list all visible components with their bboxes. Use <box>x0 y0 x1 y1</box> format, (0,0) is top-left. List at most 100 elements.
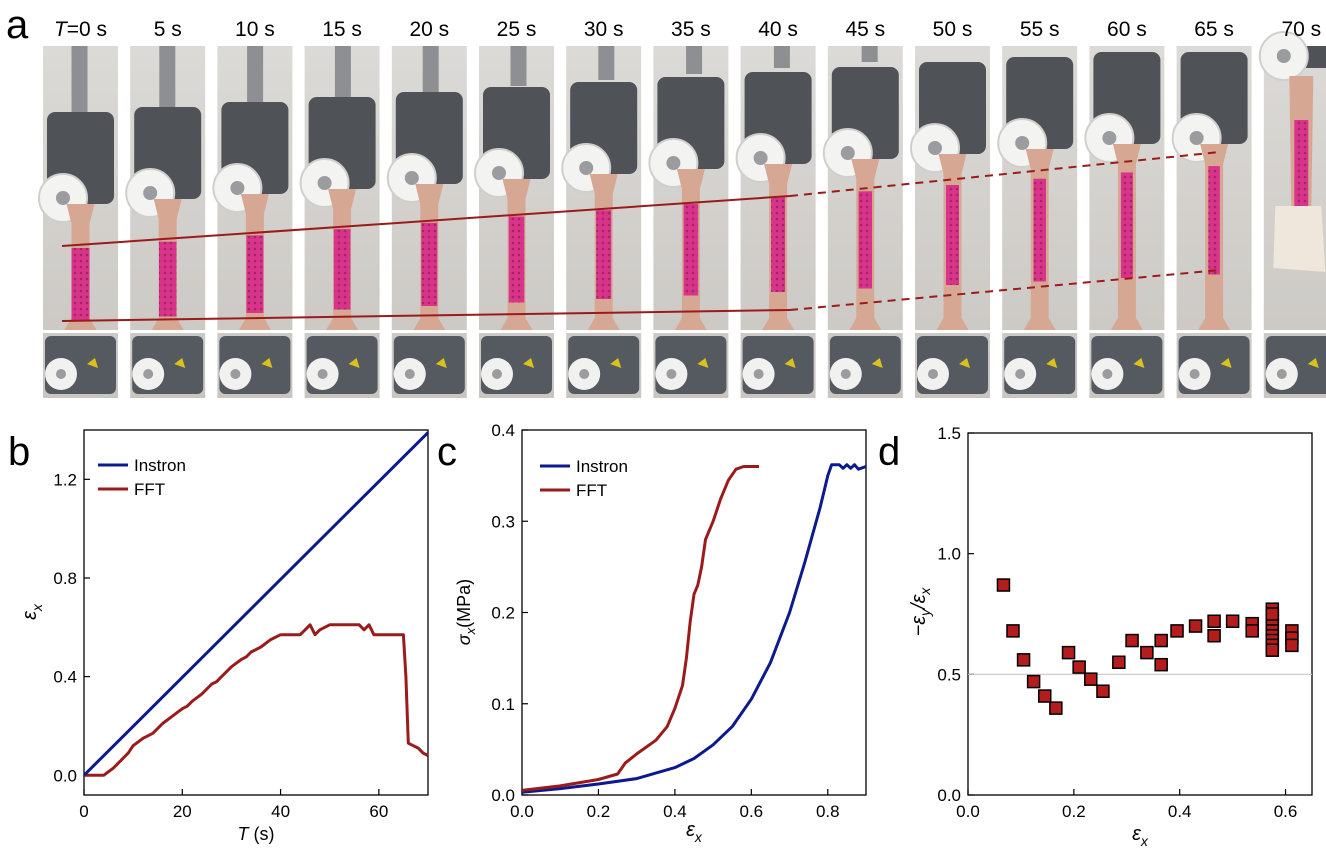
lower-bolt <box>56 369 66 379</box>
frame-divider <box>479 330 554 333</box>
grip-bolt <box>230 181 245 195</box>
x-axis-label: εx <box>1132 823 1149 849</box>
data-point <box>996 578 1011 592</box>
y-tick-label: 0.0 <box>937 786 961 805</box>
chart-c-stress-vs-strain: 0.0 0.2 0.4 0.6 0.8 0.0 0.1 0.2 0.3 0.4 Instron FFT… <box>454 421 867 845</box>
upper-guide-solid <box>61 195 791 247</box>
y-tick-label: 0.4 <box>53 668 77 687</box>
data-point <box>1084 672 1098 686</box>
series-line-fft <box>84 623 429 777</box>
x-tick-label: 0.4 <box>1168 802 1192 821</box>
panel-label-b: b <box>8 430 30 474</box>
yellow-mark <box>348 358 360 368</box>
yellow-mark <box>174 358 186 368</box>
frame-divider <box>566 330 642 333</box>
data-point <box>1170 624 1184 638</box>
series-line-instron <box>82 431 430 777</box>
frame-divider <box>130 330 206 333</box>
photo-frame <box>648 46 729 398</box>
x-axis-label: T (s) <box>238 824 275 844</box>
lower-bolt <box>1276 369 1287 379</box>
y-tick-label: 1.5 <box>937 424 961 443</box>
x-axis-label-symbol: ε <box>686 819 696 841</box>
actuator-rod <box>686 46 703 74</box>
x-axis-label-unit: (s) <box>249 824 275 844</box>
lower-bolt <box>666 369 677 379</box>
data-point <box>1072 660 1086 674</box>
x-tick-label: 40 <box>271 802 290 821</box>
data-point <box>1049 701 1063 715</box>
data-point <box>1154 633 1168 648</box>
speckle-pattern <box>71 248 90 320</box>
time-label: 50 s <box>933 18 973 41</box>
data-point <box>1037 689 1052 703</box>
yellow-mark <box>261 358 273 368</box>
y-axis-label: εx <box>19 603 45 620</box>
speckle-pattern <box>683 203 699 296</box>
lower-bolt <box>928 369 938 379</box>
chart-b-strain-vs-time: 0 20 40 60 0.0 0.4 0.8 1.2 Instron FFT T (s) εx <box>19 429 430 844</box>
grip-bolt <box>56 191 70 205</box>
yellow-mark <box>697 358 709 368</box>
x-tick-label: 20 <box>173 802 192 821</box>
time-label: 20 s <box>409 18 449 41</box>
y-tick-label: 0.1 <box>491 695 515 714</box>
speckle-pattern <box>158 241 177 317</box>
time-symbol: T <box>54 18 69 41</box>
time-label: T=0 s <box>54 18 107 41</box>
grip-bolt <box>753 151 768 165</box>
y-tick-label: 1.2 <box>53 470 77 489</box>
speckle-pattern <box>421 222 438 306</box>
x-axis-label-symbol: T <box>238 824 251 844</box>
x-tick-label: 0.0 <box>510 802 534 821</box>
photo-frame <box>1258 31 1326 398</box>
actuator-rod <box>773 46 790 68</box>
photo-frame <box>474 46 554 398</box>
frame-divider <box>217 330 293 333</box>
panel-label-c: c <box>437 430 457 474</box>
grip-bolt <box>1102 131 1117 145</box>
data-point <box>1265 607 1280 621</box>
actuator-rod <box>422 46 439 92</box>
upper-guide-dashed <box>789 151 1221 197</box>
speckle-pattern <box>333 229 351 310</box>
photo-frame <box>561 46 642 398</box>
yellow-mark <box>523 358 534 368</box>
grip-bolt <box>143 186 158 200</box>
yellow-mark <box>87 358 98 368</box>
y-axis-label-subscript: x <box>463 627 478 635</box>
time-labels: T=0 s 5 s 10 s 15 s 20 s 25 s 30 s 35 s 40 s 45 s… <box>54 18 1321 41</box>
lower-bolt <box>492 369 502 379</box>
data-point <box>1125 633 1139 648</box>
lower-guide-dashed <box>789 269 1221 311</box>
lower-bolt <box>230 369 241 379</box>
photo-frame <box>125 46 206 398</box>
grip-bolt <box>317 176 332 190</box>
x-tick-label: 0.2 <box>587 802 611 821</box>
legend-label: Instron <box>134 456 186 475</box>
grip-bolt <box>492 166 506 180</box>
photo-frame <box>299 46 380 398</box>
time-label: 15 s <box>322 18 362 41</box>
x-tick-label: 0 <box>79 802 88 821</box>
legend-label: FFT <box>134 480 165 499</box>
photo-frame <box>822 46 903 398</box>
frame-divider <box>740 330 816 333</box>
data-point <box>1026 674 1041 689</box>
y-tick-label: 0.2 <box>491 604 515 623</box>
data-point <box>1061 645 1076 660</box>
lower-bolt <box>579 369 590 379</box>
actuator-rod <box>510 46 527 86</box>
time-label: 35 s <box>671 18 711 41</box>
frame-divider <box>304 330 380 333</box>
time-label: 45 s <box>845 18 885 41</box>
data-point <box>1245 624 1259 638</box>
y-axis-label-sub-x: x <box>917 587 933 596</box>
panel-label-a: a <box>6 3 29 47</box>
y-axis-label-den: /ε <box>908 593 930 611</box>
series-line-instron <box>521 463 867 794</box>
data-point <box>1225 614 1240 628</box>
speckle-pattern <box>1033 178 1046 282</box>
actuator-rod <box>861 46 878 62</box>
speckle-pattern <box>858 191 873 289</box>
